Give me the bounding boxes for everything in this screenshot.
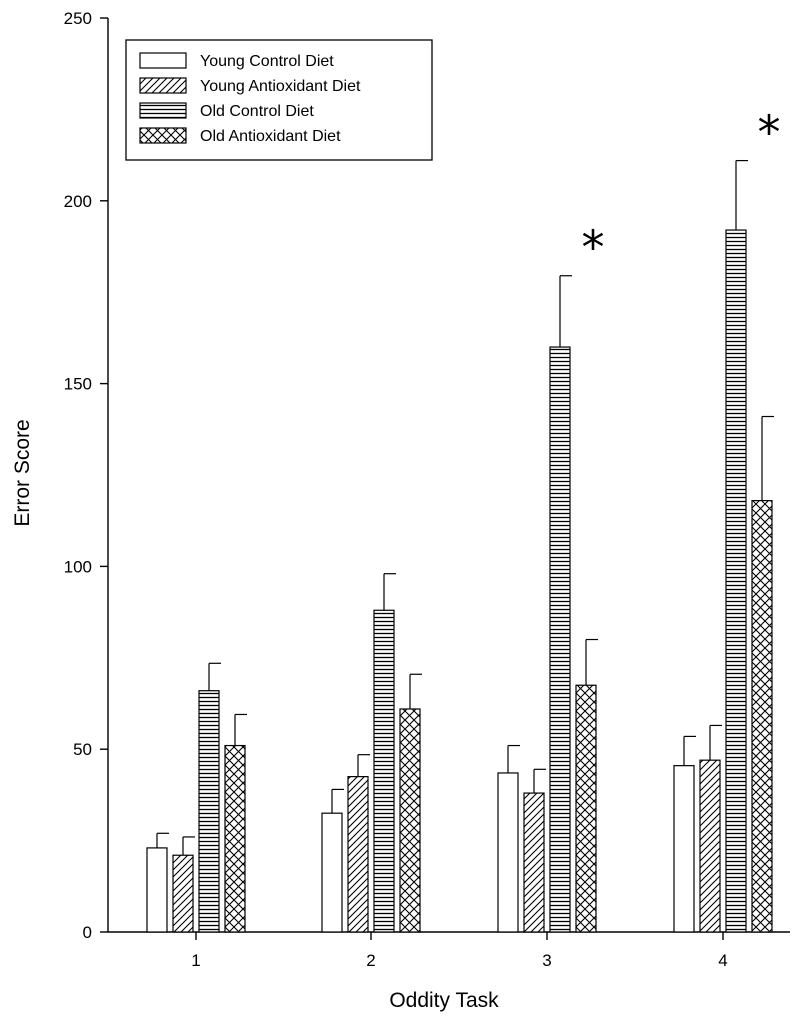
- y-tick-label: 250: [64, 9, 92, 28]
- y-tick-label: 100: [64, 557, 92, 576]
- bar: [673, 765, 695, 933]
- legend-swatch: [139, 127, 187, 144]
- x-tick-label: 3: [542, 951, 551, 970]
- bar: [347, 776, 369, 933]
- error-bars: [156, 159, 774, 856]
- legend-label: Young Control Diet: [200, 53, 334, 70]
- legend-swatch: [139, 77, 187, 94]
- axes: 0 50 100 150 200 250 1 2 3 4: [64, 9, 790, 970]
- y-tick-label: 150: [64, 375, 92, 394]
- bar: [699, 759, 721, 933]
- legend-label: Young Antioxidant Diet: [200, 78, 361, 95]
- legend: Young Control Diet Young Antioxidant Diet…: [125, 39, 433, 161]
- bar: [523, 792, 545, 933]
- bar: [497, 772, 519, 933]
- x-tick-label: 1: [191, 951, 200, 970]
- legend-swatch: [139, 52, 187, 69]
- y-tick-label: 50: [73, 740, 92, 759]
- bar: [549, 346, 571, 933]
- x-tick-label: 4: [718, 951, 727, 970]
- y-tick-label: 0: [83, 923, 92, 942]
- bar: [172, 854, 194, 933]
- y-axis-title: Error Score: [11, 419, 34, 526]
- significance-star: *: [582, 221, 605, 275]
- significance-star: *: [758, 106, 781, 160]
- bars: [146, 229, 773, 933]
- bar: [321, 812, 343, 933]
- bar: [725, 229, 747, 933]
- bar: [373, 609, 395, 933]
- bar: [146, 847, 168, 933]
- bar: [198, 690, 220, 933]
- bar: [575, 684, 597, 933]
- annotations: **: [582, 106, 781, 275]
- y-tick-label: 200: [64, 192, 92, 211]
- x-axis-title: Oddity Task: [389, 989, 499, 1012]
- bar: [399, 708, 421, 933]
- x-tick-label: 2: [366, 951, 375, 970]
- legend-swatch: [139, 102, 187, 119]
- axis-labels: Oddity Task Error Score: [11, 419, 499, 1012]
- legend-label: Old Control Diet: [200, 103, 314, 120]
- bar: [224, 744, 246, 933]
- bar: [751, 499, 773, 933]
- legend-label: Old Antioxidant Diet: [200, 128, 341, 145]
